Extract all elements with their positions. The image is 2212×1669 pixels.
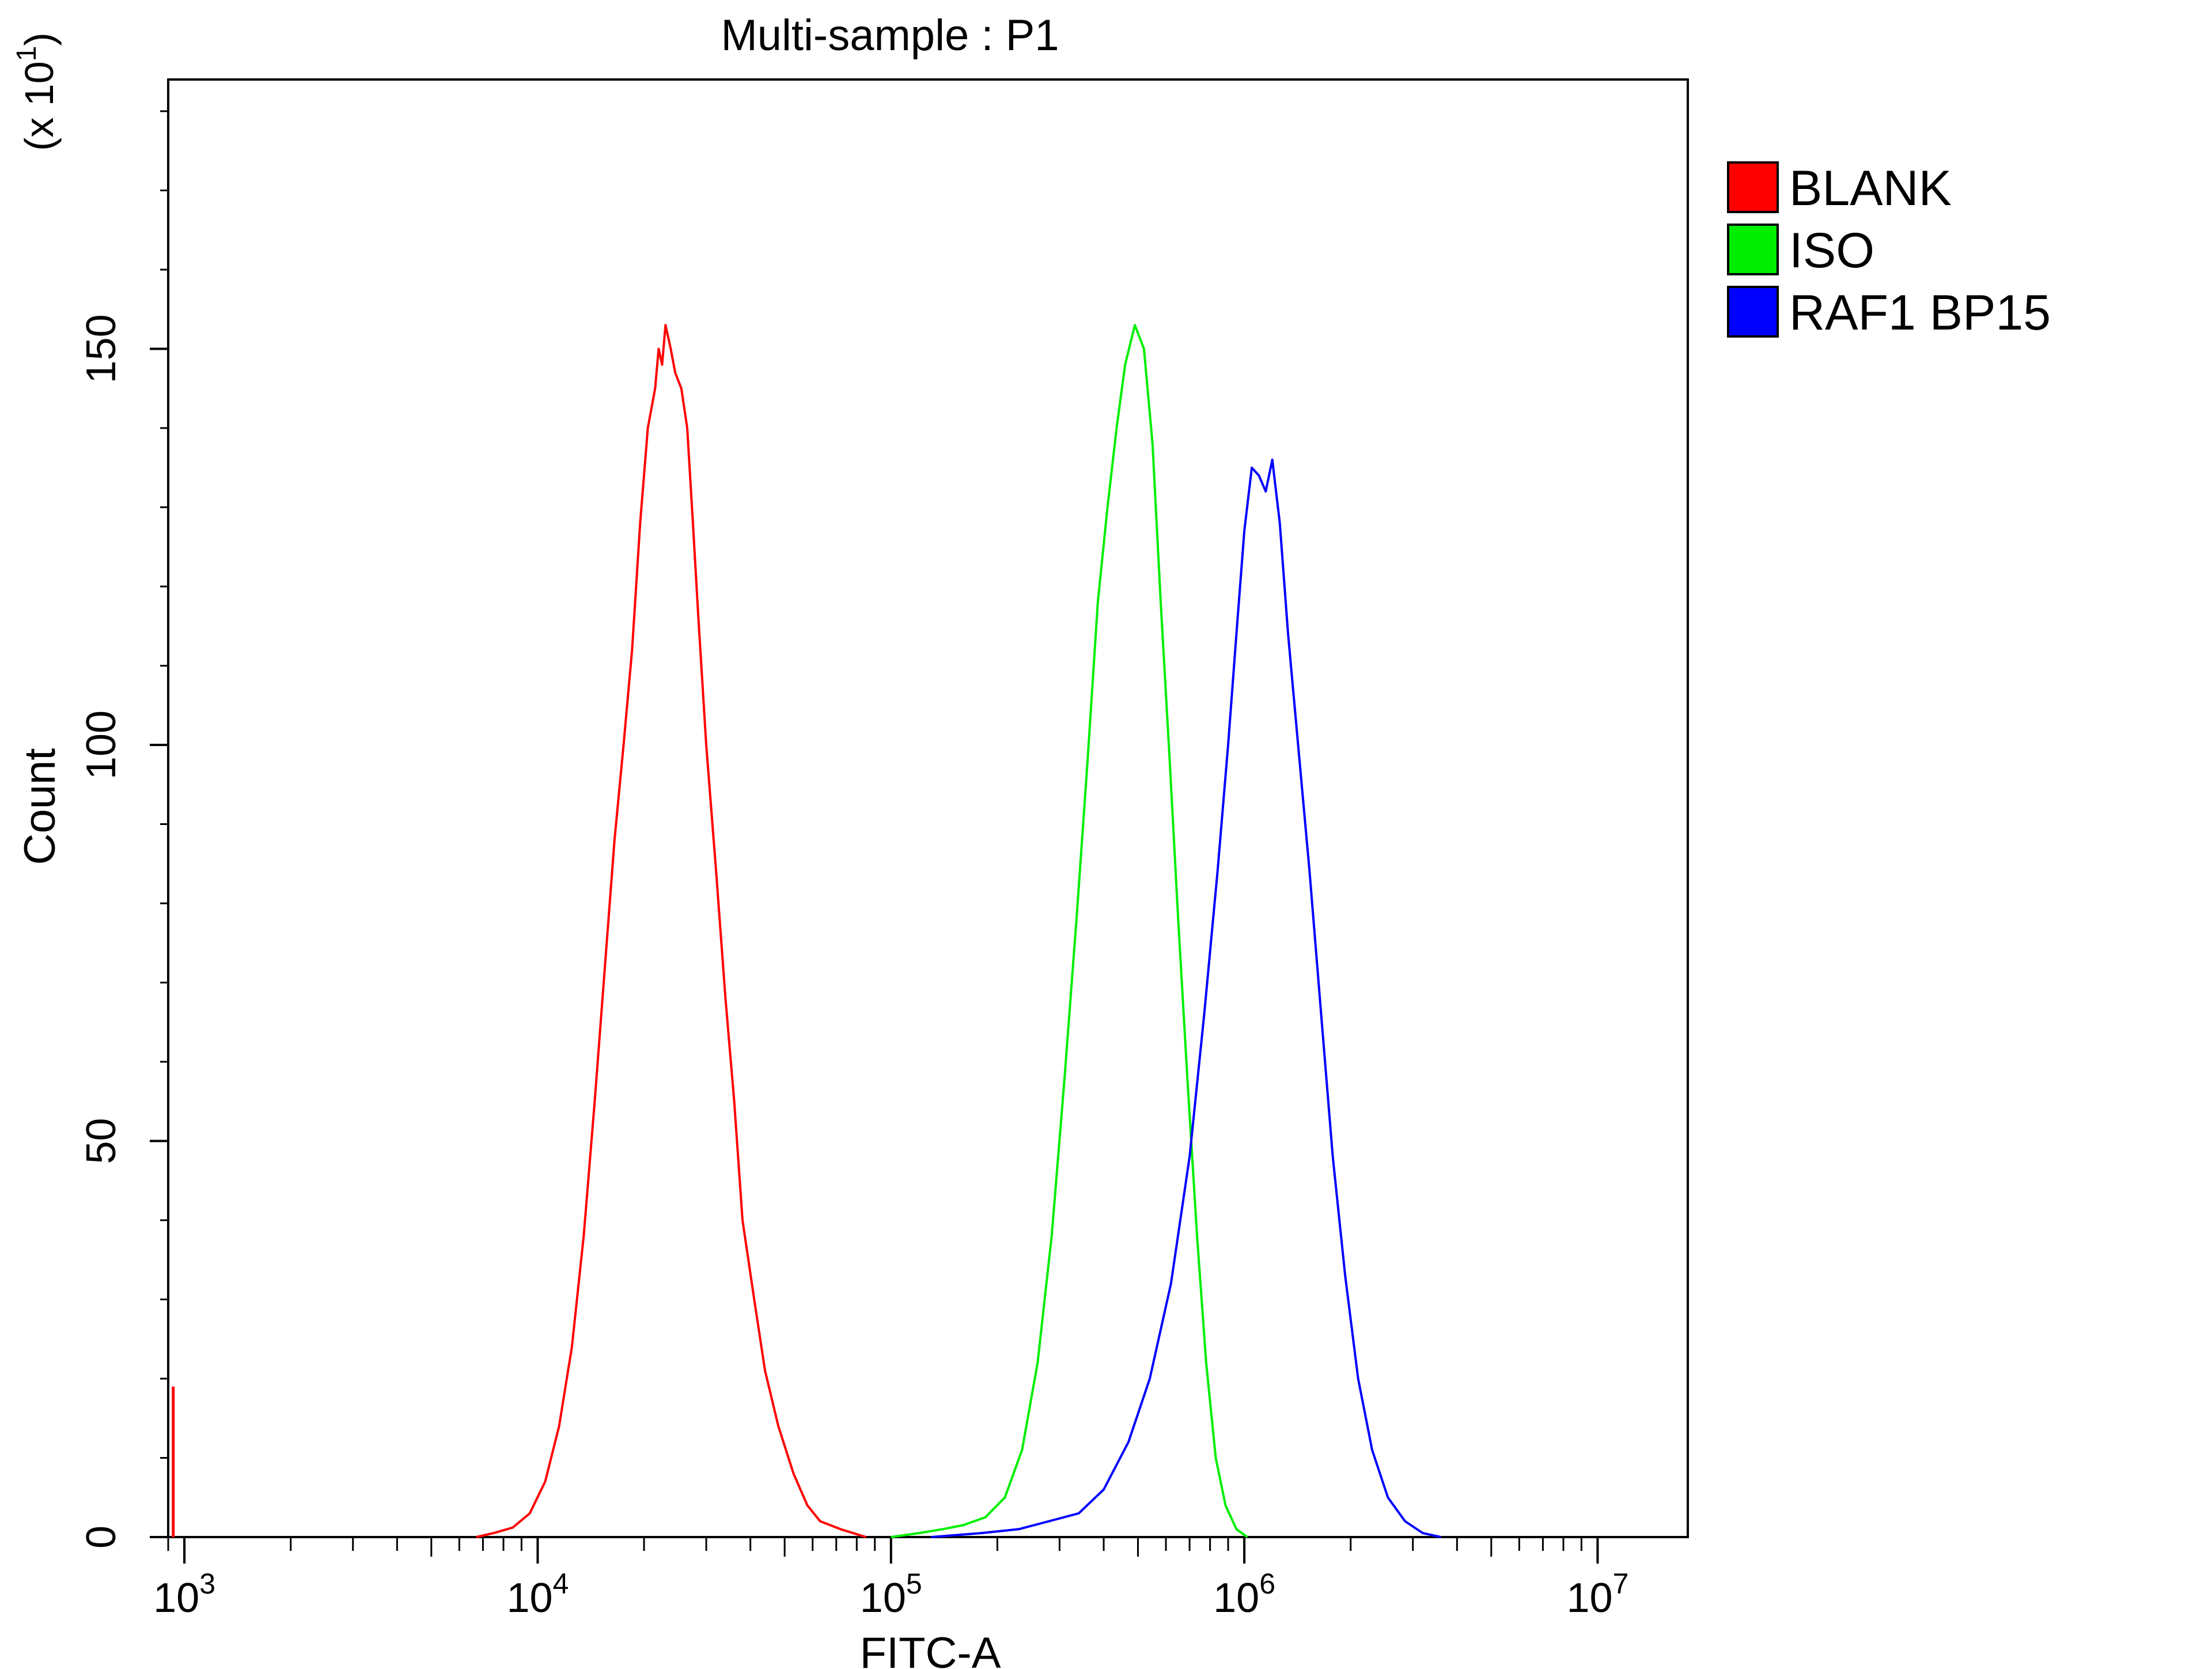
y-tick-label: 100: [78, 710, 124, 779]
legend-label: ISO: [1789, 223, 1874, 278]
series-line-1: [476, 324, 867, 1538]
y-multiplier-close: ): [17, 32, 62, 46]
x-tick-label: 106: [1213, 1568, 1275, 1621]
legend-swatch: [1727, 286, 1779, 338]
x-tick-label: 104: [506, 1568, 569, 1621]
plot-frame: [167, 78, 1689, 1538]
x-axis-ticks: 103 104 105 106 107: [153, 1537, 1628, 1621]
legend: BLANK ISO RAF1 BP15: [1727, 161, 2051, 340]
series-layer: [172, 324, 1441, 1538]
y-tick-label: 50: [78, 1118, 124, 1164]
series-line-2: [891, 324, 1248, 1538]
x-tick-label: 105: [860, 1568, 922, 1621]
y-multiplier-base: (x 10: [17, 61, 62, 151]
y-axis-label: Count: [16, 748, 65, 865]
svg-text:(x 101): (x 101): [12, 32, 62, 151]
x-tick-label: 107: [1566, 1568, 1628, 1621]
x-tick-label: 103: [153, 1568, 215, 1621]
y-multiplier: (x 101): [12, 32, 62, 151]
series-line-3: [931, 459, 1441, 1538]
legend-swatch: [1727, 161, 1779, 213]
y-axis-ticks: 0 50 100 150: [78, 110, 168, 1549]
chart-title: Multi-sample : P1: [721, 11, 1059, 60]
y-tick-label: 0: [78, 1526, 124, 1549]
legend-swatch: [1727, 224, 1779, 275]
y-multiplier-exp: 1: [12, 46, 42, 62]
x-axis-label: FITC-A: [860, 1629, 1001, 1669]
legend-label: BLANK: [1789, 161, 1952, 216]
y-tick-label: 150: [78, 314, 124, 383]
legend-label: RAF1 BP15: [1789, 285, 2051, 340]
